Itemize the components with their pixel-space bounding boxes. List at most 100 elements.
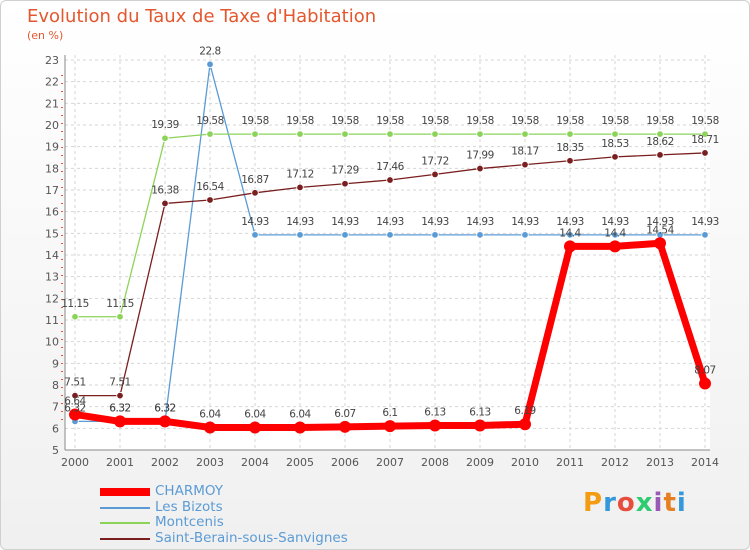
- x-tick-label: 2000: [61, 456, 89, 469]
- data-label-charmoy: 14.4: [604, 227, 626, 239]
- data-label-saint-berain-sous-sanvignes: 17.72: [421, 155, 449, 167]
- data-point-saint-berain-sous-sanvignes: [296, 183, 304, 192]
- data-label-montcenis: 19.58: [511, 115, 539, 127]
- data-point-charmoy: [159, 415, 171, 428]
- data-label-montcenis: 19.58: [466, 115, 494, 127]
- data-point-charmoy: [564, 240, 576, 253]
- x-tick-label: 2001: [106, 456, 134, 469]
- data-label-montcenis: 19.58: [331, 115, 359, 127]
- data-point-charmoy: [339, 420, 351, 433]
- data-point-montcenis: [71, 313, 79, 321]
- data-point-saint-berain-sous-sanvignes: [521, 160, 529, 169]
- data-point-les-bizots: [386, 231, 394, 239]
- data-label-charmoy: 6.1: [382, 407, 397, 419]
- data-label-charmoy: 6.13: [469, 407, 490, 419]
- data-point-les-bizots: [206, 60, 214, 69]
- data-label-saint-berain-sous-sanvignes: 18.35: [556, 142, 584, 154]
- data-point-montcenis: [251, 130, 259, 138]
- x-tick-label: 2006: [331, 456, 359, 469]
- data-label-montcenis: 19.58: [286, 115, 314, 127]
- x-tick-label: 2008: [421, 456, 449, 469]
- data-point-les-bizots: [566, 231, 574, 239]
- data-label-saint-berain-sous-sanvignes: 18.62: [646, 136, 674, 148]
- x-tick-label: 2010: [511, 456, 539, 469]
- data-point-charmoy: [204, 421, 216, 434]
- x-tick-label: 2013: [646, 456, 674, 469]
- data-label-montcenis: 19.58: [691, 115, 719, 127]
- legend-swatch-saint-berain-sous-sanvignes: [100, 537, 150, 540]
- data-label-charmoy: 6.13: [424, 407, 445, 419]
- y-tick-label: 21: [45, 97, 59, 110]
- legend-label-charmoy: CHARMOY: [155, 483, 223, 499]
- data-label-saint-berain-sous-sanvignes: 18.17: [511, 146, 539, 158]
- data-label-charmoy: 14.4: [559, 227, 581, 239]
- chart-subtitle: (en %): [27, 29, 64, 42]
- data-label-saint-berain-sous-sanvignes: 17.46: [376, 161, 404, 173]
- data-label-saint-berain-sous-sanvignes: 17.99: [466, 150, 494, 162]
- data-label-montcenis: 19.58: [196, 115, 224, 127]
- legend-swatch-les-bizots: [100, 506, 150, 509]
- data-point-montcenis: [386, 130, 394, 138]
- x-tick-label: 2004: [241, 456, 269, 469]
- data-label-montcenis: 19.58: [646, 115, 674, 127]
- plot-area: [65, 55, 710, 450]
- y-tick-label: 23: [45, 54, 59, 67]
- data-label-charmoy: 14.54: [646, 224, 674, 236]
- data-point-charmoy: [69, 408, 81, 421]
- data-point-montcenis: [656, 130, 664, 138]
- data-point-saint-berain-sous-sanvignes: [566, 157, 574, 165]
- x-tick-label: 2007: [376, 456, 404, 469]
- data-point-charmoy: [474, 419, 486, 432]
- y-tick-label: 10: [45, 336, 59, 349]
- legend-label-les-bizots: Les Bizots: [155, 498, 223, 515]
- data-label-charmoy: 6.32: [109, 402, 130, 414]
- data-label-saint-berain-sous-sanvignes: 17.12: [286, 168, 314, 180]
- data-label-montcenis: 19.58: [421, 115, 449, 127]
- data-point-saint-berain-sous-sanvignes: [386, 176, 394, 184]
- data-point-montcenis: [521, 130, 529, 138]
- data-label-les-bizots: 14.93: [466, 216, 494, 228]
- y-tick-label: 7: [52, 401, 59, 414]
- data-point-les-bizots: [611, 231, 619, 239]
- data-point-charmoy: [114, 415, 126, 428]
- data-point-charmoy: [249, 421, 261, 434]
- data-label-saint-berain-sous-sanvignes: 16.38: [151, 184, 179, 196]
- logo-letter: P: [583, 488, 604, 518]
- data-label-les-bizots: 14.93: [241, 216, 269, 228]
- logo-letter: o: [616, 488, 636, 518]
- data-label-saint-berain-sous-sanvignes: 7.51: [64, 377, 85, 389]
- y-tick-label: 9: [52, 357, 59, 370]
- data-label-montcenis: 19.58: [601, 115, 629, 127]
- data-point-les-bizots: [341, 231, 349, 239]
- data-point-saint-berain-sous-sanvignes: [701, 149, 709, 157]
- data-label-montcenis: 11.15: [106, 298, 134, 310]
- data-point-les-bizots: [521, 231, 529, 239]
- data-label-les-bizots: 14.93: [331, 216, 359, 228]
- data-label-les-bizots: 6.32: [64, 402, 85, 414]
- data-point-montcenis: [116, 313, 124, 321]
- legend-swatch-montcenis: [100, 522, 150, 524]
- data-point-saint-berain-sous-sanvignes: [251, 189, 259, 197]
- data-point-charmoy: [609, 240, 621, 253]
- legend-swatch-charmoy: [100, 488, 150, 496]
- data-point-saint-berain-sous-sanvignes: [71, 391, 79, 400]
- y-tick-label: 16: [45, 206, 59, 219]
- y-tick-label: 18: [45, 162, 59, 175]
- data-point-charmoy: [699, 377, 711, 390]
- logo-letter: r: [603, 488, 617, 518]
- x-tick-label: 2012: [601, 456, 629, 469]
- data-label-les-bizots: 14.93: [691, 216, 719, 228]
- y-tick-label: 13: [45, 271, 59, 284]
- data-label-montcenis: 19.58: [241, 115, 269, 127]
- data-point-montcenis: [566, 130, 574, 138]
- y-tick-label: 17: [45, 184, 59, 197]
- proxiti-logo: Proxiti: [583, 488, 687, 518]
- data-point-montcenis: [206, 130, 214, 138]
- data-point-montcenis: [476, 130, 484, 138]
- logo-letter: x: [635, 488, 654, 518]
- data-label-montcenis: 19.39: [151, 119, 179, 131]
- data-label-les-bizots: 6.32: [154, 402, 175, 414]
- data-label-saint-berain-sous-sanvignes: 16.54: [196, 181, 224, 193]
- data-label-les-bizots: 14.93: [286, 216, 314, 228]
- data-label-charmoy: 6.64: [64, 395, 86, 407]
